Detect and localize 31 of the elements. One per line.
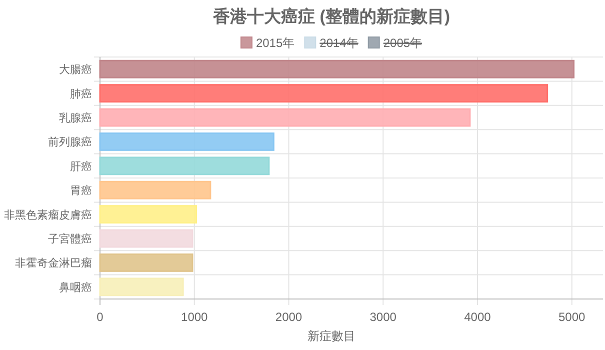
x-tick-label: 5000 (558, 310, 586, 324)
y-tick-label: 非霍奇金淋巴瘤 (15, 256, 92, 270)
bar (99, 132, 274, 151)
legend-label: 2005年 (383, 36, 422, 50)
y-tick-label: 胃癌 (70, 184, 92, 198)
bar (99, 229, 194, 248)
bar (99, 278, 184, 296)
bar (99, 84, 548, 103)
y-tick-label: 鼻咽癌 (59, 280, 92, 294)
bar (99, 156, 270, 176)
bar (99, 180, 212, 200)
y-tick-label: 子宮體癌 (48, 232, 92, 246)
bar (99, 60, 574, 78)
y-tick-label: 非黑色素瘤皮膚癌 (4, 208, 92, 222)
chart-title: 香港十大癌症 (整體的新症數目) (212, 7, 450, 26)
x-axis-title: 新症數目 (308, 329, 356, 343)
x-tick-label: 2000 (275, 310, 302, 324)
x-tick-label: 4000 (464, 310, 492, 324)
x-tick-label: 3000 (370, 310, 397, 324)
x-tick-label: 0 (96, 310, 104, 324)
bar (99, 253, 194, 272)
bar (99, 205, 198, 224)
y-tick-label: 肝癌 (70, 160, 92, 173)
bar (99, 108, 471, 127)
legend-label: 2014年 (320, 36, 358, 50)
y-tick-label: 乳腺癌 (59, 112, 92, 124)
legend-label: 2015年 (256, 36, 295, 50)
y-tick-label: 大腸癌 (59, 63, 92, 76)
y-tick-label: 前列腺癌 (48, 136, 92, 149)
x-tick-label: 1000 (181, 310, 208, 324)
y-tick-label: 肺癌 (70, 87, 92, 100)
